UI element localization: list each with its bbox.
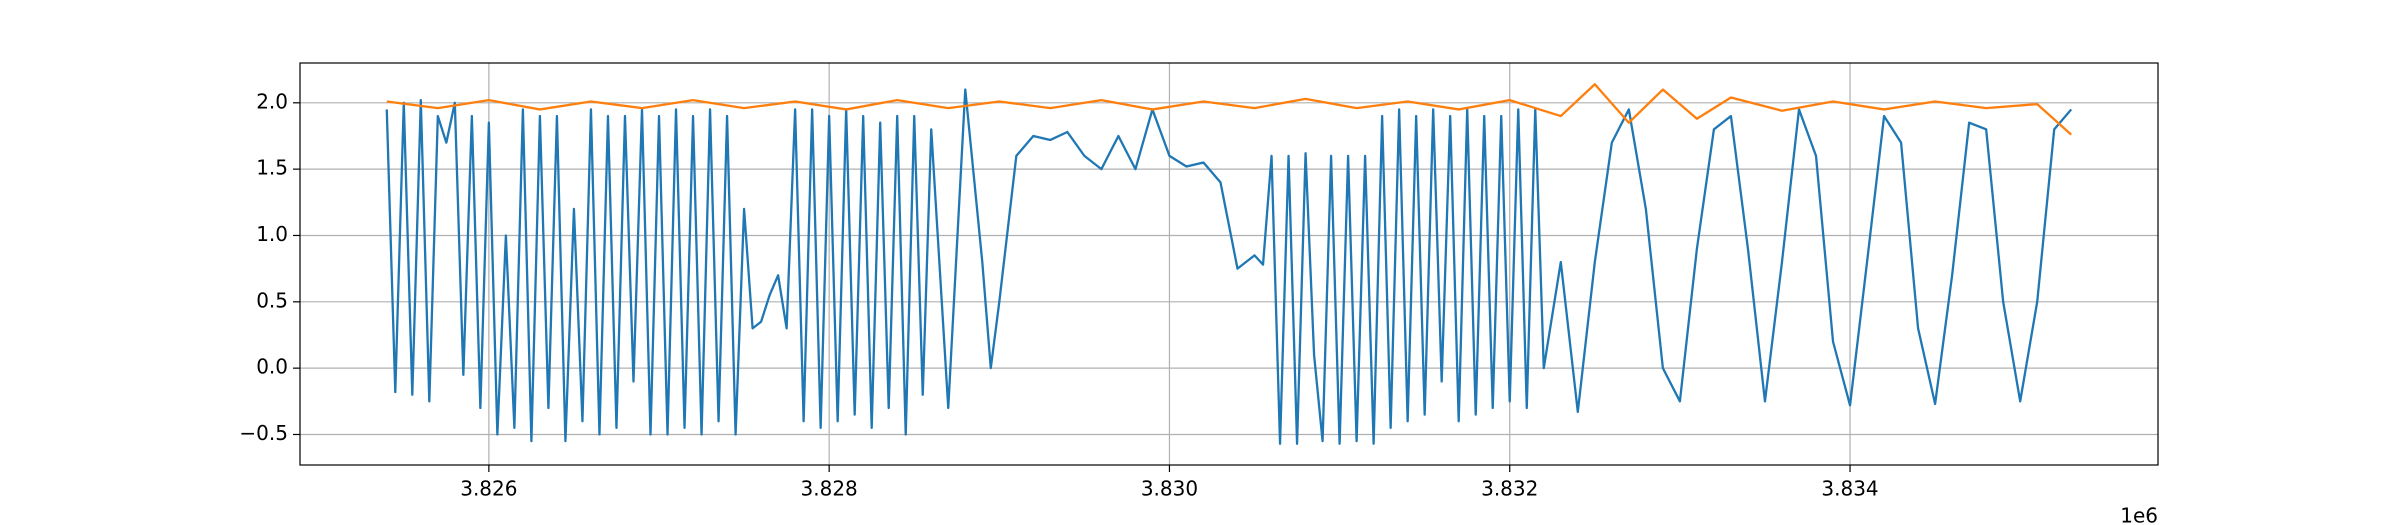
y-tick-label: 2.0 (256, 89, 288, 113)
plot-frame (299, 62, 2159, 466)
series-line (386, 83, 2072, 136)
x-tick-label: 3.830 (1141, 477, 1198, 501)
y-tick-label: 1.0 (256, 222, 288, 246)
x-tick-label: 3.826 (460, 477, 517, 501)
y-tick-label: 1.5 (256, 156, 288, 180)
x-tick-label: 3.832 (1481, 477, 1538, 501)
x-tick-label: 3.834 (1821, 477, 1878, 501)
y-tick-label: 0.0 (256, 355, 288, 379)
x-offset-text: 1e6 (2120, 504, 2158, 525)
series-line (385, 88, 2073, 445)
y-tick-label: −0.5 (239, 421, 288, 445)
y-tick-label: 0.5 (256, 288, 288, 312)
x-tick-label: 3.828 (801, 477, 858, 501)
